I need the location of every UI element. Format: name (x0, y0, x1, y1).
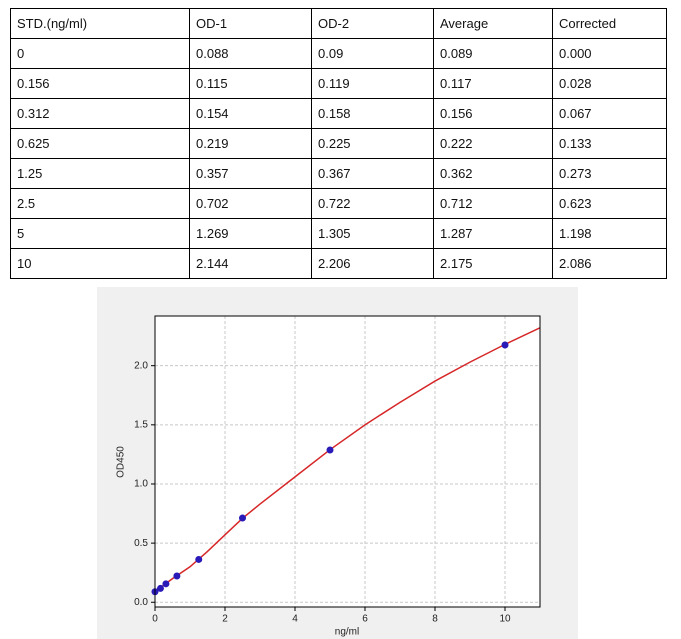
table-row: 0.156 0.115 0.119 0.117 0.028 (10, 68, 667, 99)
header-row: STD.(ng/ml) OD-1 OD-2 Average Corrected (10, 8, 667, 39)
table-cell: 0.088 (189, 38, 312, 69)
table-cell: 0.712 (433, 188, 553, 219)
table-row: 5 1.269 1.305 1.287 1.198 (10, 218, 667, 249)
table-cell: 0.362 (433, 158, 553, 189)
table-cell: 0.154 (189, 98, 312, 129)
table-cell: 0.222 (433, 128, 553, 159)
table-cell: 0.357 (189, 158, 312, 189)
data-point (156, 584, 164, 592)
table-cell: 0.312 (10, 98, 190, 129)
plot-border (154, 315, 541, 608)
table-cell: 0.117 (433, 68, 553, 99)
table-cell: 0.156 (10, 68, 190, 99)
data-point (195, 555, 203, 563)
x-axis-label: ng/ml (335, 627, 359, 638)
table-cell: 0.089 (433, 38, 553, 69)
table-cell: OD-1 (189, 8, 312, 39)
table-cell: 1.287 (433, 218, 553, 249)
table-cell: 0 (10, 38, 190, 69)
table-cell: STD.(ng/ml) (10, 8, 190, 39)
table-cell: 0.000 (552, 38, 667, 69)
data-point (239, 514, 246, 522)
y-tick-label: 1.5 (134, 419, 148, 430)
table-cell: 0.219 (189, 128, 312, 159)
y-axis-label: OD450 (116, 446, 127, 478)
table-cell: 2.5 (10, 188, 190, 219)
table-row: 0.312 0.154 0.158 0.156 0.067 (10, 98, 667, 129)
table-row: 10 2.144 2.206 2.175 2.086 (10, 248, 667, 279)
table-cell: Corrected (552, 8, 667, 39)
y-tick-label: 0.0 (134, 597, 148, 608)
data-table: STD.(ng/ml) OD-1 OD-2 Average Corrected 0 0.08… (10, 8, 667, 279)
table-cell: 0.067 (552, 98, 667, 129)
table-row: 0 0.088 0.09 0.089 0.000 (10, 38, 667, 69)
y-tick-label: 2.0 (134, 360, 148, 371)
table-cell: 0.115 (189, 68, 312, 99)
table-cell: 2.086 (552, 248, 667, 279)
table-row: 0.625 0.219 0.225 0.222 0.133 (10, 128, 667, 159)
table-row: 1.25 0.357 0.367 0.362 0.273 (10, 158, 667, 189)
table-cell: 5 (10, 218, 190, 249)
x-tick-label: 2 (222, 614, 228, 625)
table-cell: 0.225 (311, 128, 434, 159)
table-cell: 2.175 (433, 248, 553, 279)
x-tick-label: 6 (362, 614, 368, 625)
x-tick-label: 10 (499, 614, 511, 625)
table-cell: 0.623 (552, 188, 667, 219)
table-cell: Average (433, 8, 553, 39)
table-cell: 0.028 (552, 68, 667, 99)
y-tick-label: 1.0 (134, 479, 148, 490)
table-cell: 10 (10, 248, 190, 279)
data-point (501, 341, 509, 349)
x-tick-label: 0 (152, 614, 158, 625)
x-tick-label: 4 (292, 614, 298, 625)
data-point (173, 572, 181, 580)
table-cell: 1.305 (311, 218, 434, 249)
plot-area (155, 316, 540, 607)
table-cell: 0.158 (311, 98, 434, 129)
table-cell: 0.702 (189, 188, 312, 219)
data-point (326, 446, 334, 454)
table-cell: 1.269 (189, 218, 312, 249)
table-cell: 2.144 (189, 248, 312, 279)
table-cell: 1.25 (10, 158, 190, 189)
table-row: 2.5 0.702 0.722 0.712 0.623 (10, 188, 667, 219)
table-cell: 0.273 (552, 158, 667, 189)
table-cell: OD-2 (311, 8, 434, 39)
y-tick-label: 0.5 (134, 538, 148, 549)
fit-curve (155, 327, 540, 593)
data-point (162, 580, 170, 588)
table-cell: 0.156 (433, 98, 553, 129)
chart: ng/ml OD450 0 2 4 6 8 10 0.0 0.5 1.0 1.5 2.0 (97, 287, 578, 639)
table-cell: 0.625 (10, 128, 190, 159)
table-cell: 1.198 (552, 218, 667, 249)
table-cell: 0.119 (311, 68, 434, 99)
x-tick-label: 8 (432, 614, 438, 625)
table-cell: 0.722 (311, 188, 434, 219)
table-cell: 0.133 (552, 128, 667, 159)
table-cell: 2.206 (311, 248, 434, 279)
table-cell: 0.09 (311, 38, 434, 69)
table-cell: 0.367 (311, 158, 434, 189)
